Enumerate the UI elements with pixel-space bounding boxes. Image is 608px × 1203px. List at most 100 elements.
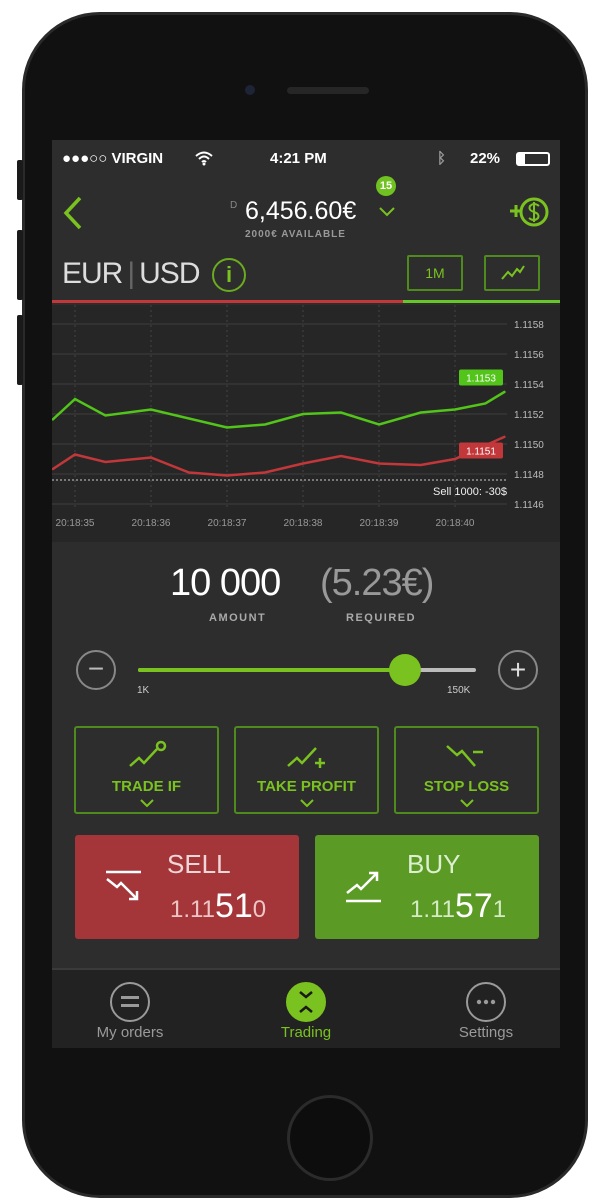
- data-point: [504, 436, 506, 437]
- data-point: [150, 457, 152, 458]
- marker-label: 1.1151: [466, 447, 496, 458]
- price-prefix: 1.11: [170, 896, 215, 923]
- slider-thumb[interactable]: [389, 654, 422, 686]
- price-pips: 51: [214, 887, 253, 925]
- battery-percent: 22%: [470, 150, 501, 167]
- price-chart[interactable]: 1.1146 1.1148 1.1150 1.1152 1.1154 1.1156 1.11…: [52, 305, 560, 542]
- tab-label: My orders: [96, 1024, 164, 1041]
- slider-fill: [138, 668, 406, 672]
- clock: 4:21 PM: [270, 150, 327, 167]
- x-tick-label: 20:18:35: [56, 518, 95, 529]
- data-point: [264, 472, 266, 473]
- more-icon: [466, 982, 506, 1022]
- line-chart-icon: [501, 265, 525, 280]
- amount-value[interactable]: 10 000: [170, 562, 281, 604]
- marker-bg: [459, 442, 503, 459]
- timeframe-button[interactable]: 1M: [407, 255, 463, 291]
- take-profit-button[interactable]: TAKE PROFIT: [234, 726, 379, 814]
- balance[interactable]: 6,456.60€: [245, 197, 357, 225]
- data-point: [302, 413, 304, 415]
- sentiment-sell: [52, 300, 403, 303]
- decrease-amount-button[interactable]: −: [76, 650, 116, 690]
- data-point: [302, 463, 304, 464]
- available-balance: 2000€ AVAILABLE: [245, 229, 346, 240]
- series-line: [52, 435, 506, 477]
- y-tick-label: 1.1150: [514, 440, 544, 451]
- balance-prefix: D: [230, 200, 238, 211]
- slider-min-label: 1K: [137, 685, 150, 696]
- x-tick-label: 20:18:38: [284, 518, 323, 529]
- buy-price: 1.11571: [410, 887, 506, 926]
- required-label: REQUIRED: [346, 612, 417, 624]
- sell-button[interactable]: SELL 1.11510: [75, 835, 299, 939]
- data-point: [484, 403, 486, 404]
- amount-slider[interactable]: [138, 654, 476, 686]
- tab-my-orders[interactable]: My orders: [70, 970, 190, 1041]
- data-point: [74, 398, 76, 400]
- buy-trend-icon: [346, 871, 381, 903]
- chart-type-button[interactable]: [484, 255, 540, 291]
- data-point: [104, 461, 106, 463]
- data-point: [104, 415, 106, 416]
- y-tick-label: 1.1154: [514, 380, 544, 391]
- option-label: TAKE PROFIT: [257, 778, 356, 795]
- buy-label: BUY: [407, 849, 461, 879]
- stop-loss-icon: [445, 745, 483, 767]
- y-tick-label: 1.1146: [514, 500, 544, 511]
- tab-trading[interactable]: Trading: [246, 970, 366, 1041]
- notification-badge: 15: [376, 176, 396, 196]
- marker-label: 1.1153: [466, 374, 496, 385]
- data-point: [264, 424, 266, 425]
- increase-amount-button[interactable]: +: [498, 650, 538, 690]
- camera: [245, 85, 255, 95]
- data-point: [188, 472, 190, 473]
- data-point: [52, 419, 53, 421]
- x-tick-label: 20:18:40: [436, 518, 475, 529]
- data-point: [52, 469, 53, 470]
- sell-price: 1.11510: [170, 887, 266, 926]
- stop-loss-button[interactable]: STOP LOSS: [394, 726, 539, 814]
- sell-price-marker: 1.1151: [459, 442, 503, 459]
- data-point: [378, 463, 380, 464]
- buy-price-marker: 1.1153: [459, 369, 503, 386]
- add-funds-icon[interactable]: [507, 194, 551, 230]
- carrier: ●●●○○ VIRGIN: [62, 150, 164, 167]
- data-point: [226, 475, 228, 476]
- reference-label: Sell 1000: -30$: [433, 486, 507, 498]
- chevron-left-icon[interactable]: [62, 195, 84, 231]
- home-button[interactable]: [287, 1095, 373, 1181]
- y-tick-label: 1.1156: [514, 350, 544, 361]
- x-tick-label: 20:18:39: [360, 518, 399, 529]
- trade-if-icon: [128, 740, 166, 767]
- chevron-down-icon[interactable]: [378, 206, 396, 218]
- base-currency: EUR: [62, 257, 123, 290]
- info-icon[interactable]: i: [212, 258, 246, 292]
- buy-button[interactable]: BUY 1.11571: [315, 835, 539, 939]
- bluetooth-icon: ᛒ: [437, 150, 447, 167]
- data-point: [420, 464, 422, 466]
- series-line: [52, 390, 506, 429]
- trading-icon: [286, 982, 326, 1022]
- y-tick-label: 1.1152: [514, 410, 544, 421]
- instrument-pair: EUR | USD: [62, 257, 200, 290]
- data-point: [504, 391, 506, 392]
- tab-settings[interactable]: Settings: [426, 970, 546, 1041]
- battery-icon: [516, 152, 550, 166]
- volume-up-button: [17, 230, 23, 300]
- price-chart-svg: 1.1146 1.1148 1.1150 1.1152 1.1154 1.1156 1.11…: [52, 305, 544, 529]
- price-pips: 57: [454, 887, 493, 925]
- marker-bg: [459, 369, 503, 386]
- wifi-icon: [195, 151, 213, 166]
- take-profit-icon: [286, 747, 325, 768]
- y-tick-label: 1.1148: [514, 470, 544, 481]
- sell-trend-icon: [106, 870, 141, 901]
- data-point: [150, 409, 152, 410]
- option-label: TRADE IF: [111, 778, 182, 795]
- price-fraction: 1: [492, 896, 507, 923]
- trade-if-button[interactable]: TRADE IF: [74, 726, 219, 814]
- chevron-down-icon: [459, 799, 474, 808]
- data-point: [454, 409, 456, 410]
- price-fraction: 0: [252, 896, 267, 923]
- slider-max-label: 150K: [447, 685, 471, 696]
- tab-label: Settings: [458, 1024, 514, 1041]
